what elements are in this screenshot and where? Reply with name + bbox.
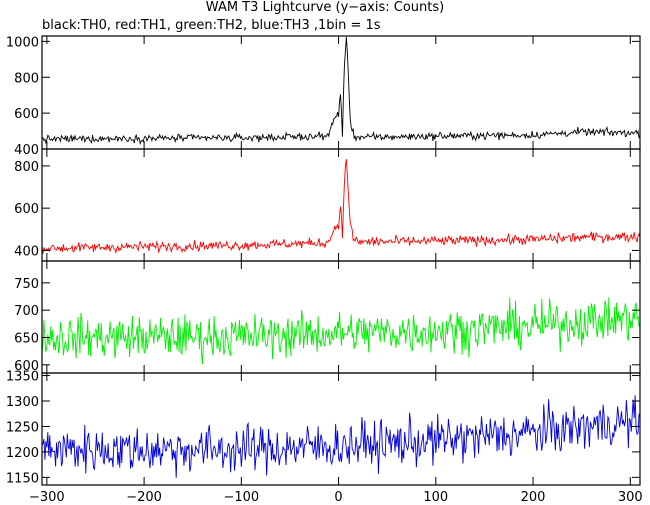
x-tick-label: −100 xyxy=(223,490,259,505)
y-tick-label-TH2: 700 xyxy=(14,304,39,319)
x-tick-label: 100 xyxy=(423,490,448,505)
x-tick-label: 200 xyxy=(521,490,546,505)
y-tick-label-TH0: 800 xyxy=(14,71,39,86)
series-TH3 xyxy=(42,395,640,478)
panel-TH3: 1150 1200 1250 1300 1350 xyxy=(6,370,641,486)
chart-title: WAM T3 Lightcurve (y−axis: Counts) xyxy=(205,0,445,15)
panel-TH0: 400 600 800 1000 xyxy=(6,35,641,158)
y-tick-label-TH1: 600 xyxy=(14,202,39,217)
y-tick-label-TH1: 400 xyxy=(14,244,39,259)
y-tick-label-TH3: 1350 xyxy=(6,370,39,385)
y-tick-label-TH3: 1300 xyxy=(6,395,39,410)
y-tick-label-TH3: 1250 xyxy=(6,420,39,435)
x-tick-label: −300 xyxy=(29,490,65,505)
y-tick-label-TH2: 650 xyxy=(14,331,39,346)
chart-subtitle: black:TH0, red:TH1, green:TH2, blue:TH3 … xyxy=(42,18,381,33)
x-tick-label: −200 xyxy=(126,490,162,505)
x-tick-label: 0 xyxy=(334,490,342,505)
y-tick-label-TH0: 1000 xyxy=(6,35,39,50)
panel-TH1: 400 600 800 xyxy=(14,148,641,262)
series-TH1 xyxy=(42,159,640,255)
y-tick-label-TH0: 600 xyxy=(14,107,39,122)
y-tick-label-TH1: 800 xyxy=(14,160,39,175)
series-TH0 xyxy=(42,36,640,145)
y-tick-label-TH2: 750 xyxy=(14,277,39,292)
y-tick-label-TH3: 1200 xyxy=(6,446,39,461)
panel-frame-TH1 xyxy=(41,148,641,262)
y-tick-label-TH2: 600 xyxy=(14,359,39,374)
panel-TH2: 600 650 700 750 xyxy=(14,260,641,374)
y-tick-label-TH3: 1150 xyxy=(6,471,39,486)
y-tick-label-TH0: 400 xyxy=(14,143,39,158)
x-tick-label: 300 xyxy=(618,490,643,505)
panel-frame-TH2 xyxy=(41,260,641,374)
panel-frame-TH3 xyxy=(41,372,641,486)
series-TH2 xyxy=(42,297,640,365)
